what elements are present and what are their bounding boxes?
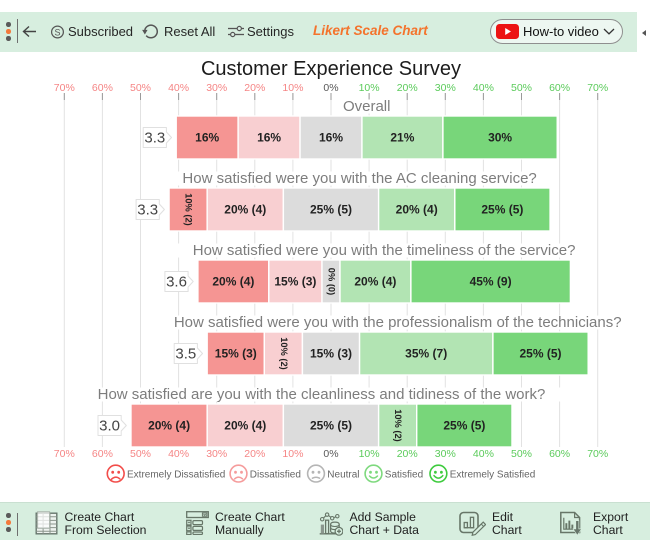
svg-text:70%: 70% — [587, 82, 608, 94]
svg-text:25% (5): 25% (5) — [310, 202, 352, 216]
svg-text:20%: 20% — [397, 82, 418, 94]
svg-text:How satisfied were you with th: How satisfied were you with the AC clean… — [182, 170, 536, 187]
svg-text:3.3: 3.3 — [137, 202, 158, 219]
svg-text:60%: 60% — [549, 82, 570, 94]
svg-text:How satisfied were you with th: How satisfied were you with the professi… — [174, 314, 622, 331]
svg-text:0%: 0% — [323, 82, 338, 94]
svg-text:50%: 50% — [511, 448, 532, 460]
svg-text:S: S — [54, 27, 60, 37]
svg-text:How satisfied were you with th: How satisfied were you with the timeline… — [193, 242, 576, 259]
svg-text:15% (3): 15% (3) — [274, 274, 316, 288]
svg-text:20% (4): 20% (4) — [224, 418, 266, 432]
svg-text:3.0: 3.0 — [99, 418, 120, 435]
svg-text:40%: 40% — [168, 448, 189, 460]
svg-text:30%: 30% — [435, 448, 456, 460]
svg-text:3.3: 3.3 — [144, 130, 165, 147]
svg-text:70%: 70% — [587, 448, 608, 460]
svg-text:21%: 21% — [390, 130, 414, 144]
svg-text:10% (2): 10% (2) — [393, 409, 403, 442]
svg-text:15% (3): 15% (3) — [215, 346, 257, 360]
svg-text:10%: 10% — [282, 82, 303, 94]
svg-text:50%: 50% — [511, 82, 532, 94]
svg-text:10%: 10% — [282, 448, 303, 460]
svg-text:40%: 40% — [473, 82, 494, 94]
svg-text:10%: 10% — [359, 448, 380, 460]
svg-text:Satisfied: Satisfied — [385, 470, 423, 481]
svg-text:Customer Experience Survey: Customer Experience Survey — [201, 58, 461, 80]
svg-text:35% (7): 35% (7) — [405, 346, 447, 360]
svg-text:Extremely Satisfied: Extremely Satisfied — [450, 470, 536, 481]
svg-text:30%: 30% — [206, 448, 227, 460]
svg-text:25% (5): 25% (5) — [481, 202, 523, 216]
svg-text:0%: 0% — [323, 448, 338, 460]
svg-text:10% (2): 10% (2) — [279, 337, 289, 370]
svg-text:20% (4): 20% (4) — [396, 202, 438, 216]
svg-text:10% (2): 10% (2) — [184, 193, 194, 226]
svg-text:45% (9): 45% (9) — [470, 274, 512, 288]
svg-text:40%: 40% — [473, 448, 494, 460]
svg-text:50%: 50% — [130, 448, 151, 460]
svg-text:How satisfied are you with the: How satisfied are you with the cleanline… — [98, 386, 546, 403]
svg-text:20% (4): 20% (4) — [354, 274, 396, 288]
svg-text:Neutral: Neutral — [327, 470, 359, 481]
svg-text:20%: 20% — [244, 448, 265, 460]
svg-text:16%: 16% — [319, 130, 343, 144]
svg-text:60%: 60% — [92, 82, 113, 94]
svg-text:20% (4): 20% (4) — [148, 418, 190, 432]
svg-text:25% (5): 25% (5) — [310, 418, 352, 432]
svg-text:20%: 20% — [244, 82, 265, 94]
svg-text:15% (3): 15% (3) — [310, 346, 352, 360]
svg-text:Overall: Overall — [343, 98, 391, 115]
svg-text:25% (5): 25% (5) — [519, 346, 561, 360]
svg-text:40%: 40% — [168, 82, 189, 94]
svg-text:16%: 16% — [257, 130, 281, 144]
svg-text:30%: 30% — [206, 82, 227, 94]
svg-text:30%: 30% — [488, 130, 512, 144]
svg-text:20%: 20% — [397, 448, 418, 460]
svg-text:10%: 10% — [359, 82, 380, 94]
svg-text:50%: 50% — [130, 82, 151, 94]
svg-text:60%: 60% — [92, 448, 113, 460]
svg-text:30%: 30% — [435, 82, 456, 94]
svg-text:60%: 60% — [549, 448, 570, 460]
svg-text:Extremely Dissatisfied: Extremely Dissatisfied — [127, 470, 225, 481]
svg-text:20% (4): 20% (4) — [212, 274, 254, 288]
svg-text:Dissatisfied: Dissatisfied — [250, 470, 301, 481]
svg-text:70%: 70% — [54, 448, 75, 460]
svg-text:0% (0): 0% (0) — [327, 268, 337, 295]
svg-text:20% (4): 20% (4) — [224, 202, 266, 216]
svg-text:70%: 70% — [54, 82, 75, 94]
svg-text:16%: 16% — [195, 130, 219, 144]
svg-text:25% (5): 25% (5) — [443, 418, 485, 432]
svg-text:3.6: 3.6 — [166, 274, 187, 291]
svg-text:3.5: 3.5 — [175, 346, 196, 363]
